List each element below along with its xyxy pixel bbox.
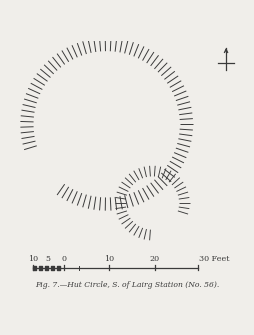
Text: 20: 20 bbox=[150, 255, 160, 263]
Text: Fig. 7.—Hut Circle, S. of Lairg Station (No. 56).: Fig. 7.—Hut Circle, S. of Lairg Station … bbox=[35, 281, 219, 289]
Text: 5: 5 bbox=[46, 255, 51, 263]
Text: 10: 10 bbox=[104, 255, 114, 263]
Text: 0: 0 bbox=[61, 255, 66, 263]
Text: 30 Feet: 30 Feet bbox=[199, 255, 230, 263]
Text: 10: 10 bbox=[28, 255, 38, 263]
